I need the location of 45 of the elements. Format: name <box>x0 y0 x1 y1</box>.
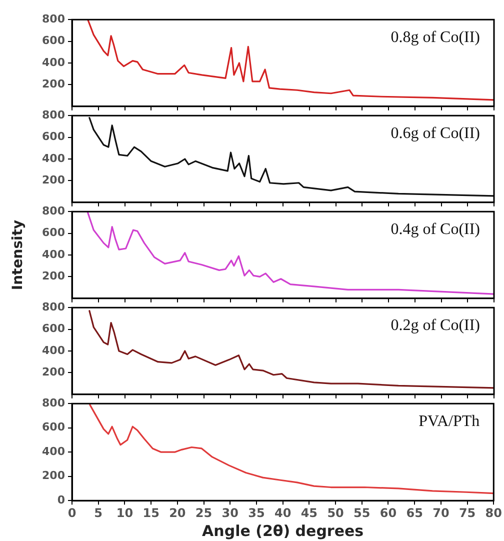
x-tick-label: 40 <box>274 506 292 520</box>
y-tick-label: 400 <box>42 444 66 458</box>
y-tick-label: 800 <box>42 12 66 26</box>
x-tick-label: 75 <box>458 506 476 520</box>
y-tick-label: 600 <box>42 420 66 434</box>
y-tick-label: 800 <box>42 396 66 410</box>
y-tick-label: 600 <box>42 34 66 48</box>
y-tick-label: 200 <box>42 469 66 482</box>
annotation: 0.2g of Co(II) <box>390 316 480 334</box>
y-tick-label: 800 <box>42 300 66 314</box>
x-axis-title: Angle (2θ) degrees <box>202 522 364 540</box>
y-tick-label: 600 <box>42 130 66 144</box>
x-tick-label: 0 <box>68 506 76 520</box>
x-tick-label: 25 <box>195 506 212 520</box>
x-tick-label: 20 <box>169 506 186 520</box>
x-tick-label: 55 <box>354 506 370 520</box>
x-tick-label: 15 <box>142 506 160 520</box>
annotation: PVA/PTh <box>418 412 480 430</box>
y-tick-label: 400 <box>42 56 66 69</box>
x-tick-label: 50 <box>327 506 344 520</box>
x-tick-label: 60 <box>380 506 397 520</box>
y-tick-label: 200 <box>42 270 66 283</box>
y-tick-label: 600 <box>42 226 66 240</box>
y-axis-title: Intensity <box>10 220 26 290</box>
y-tick-label: 400 <box>42 152 66 165</box>
annotation: 0.4g of Co(II) <box>390 220 480 238</box>
y-tick-label: 800 <box>42 108 66 122</box>
x-tick-label: 30 <box>222 506 238 520</box>
x-tick-label: 45 <box>300 506 318 520</box>
y-tick-label: 400 <box>42 248 66 261</box>
x-tick-label: 65 <box>406 506 423 520</box>
y-tick-label: 200 <box>42 366 66 379</box>
y-tick-label: 0 <box>57 493 66 506</box>
x-tick-label: 80 <box>485 506 502 520</box>
y-tick-label: 800 <box>42 204 66 218</box>
x-tick-label: 35 <box>248 506 265 520</box>
y-tick-label: 400 <box>42 344 66 357</box>
x-tick-label: 5 <box>94 506 103 520</box>
y-tick-label: 200 <box>42 174 66 187</box>
annotation: 0.6g of Co(II) <box>390 124 480 142</box>
x-tick-label: 10 <box>116 506 134 520</box>
y-tick-label: 600 <box>42 322 66 336</box>
annotation: 0.8g of Co(II) <box>390 28 480 46</box>
y-tick-label: 200 <box>42 78 66 91</box>
x-tick-label: 70 <box>432 506 450 520</box>
